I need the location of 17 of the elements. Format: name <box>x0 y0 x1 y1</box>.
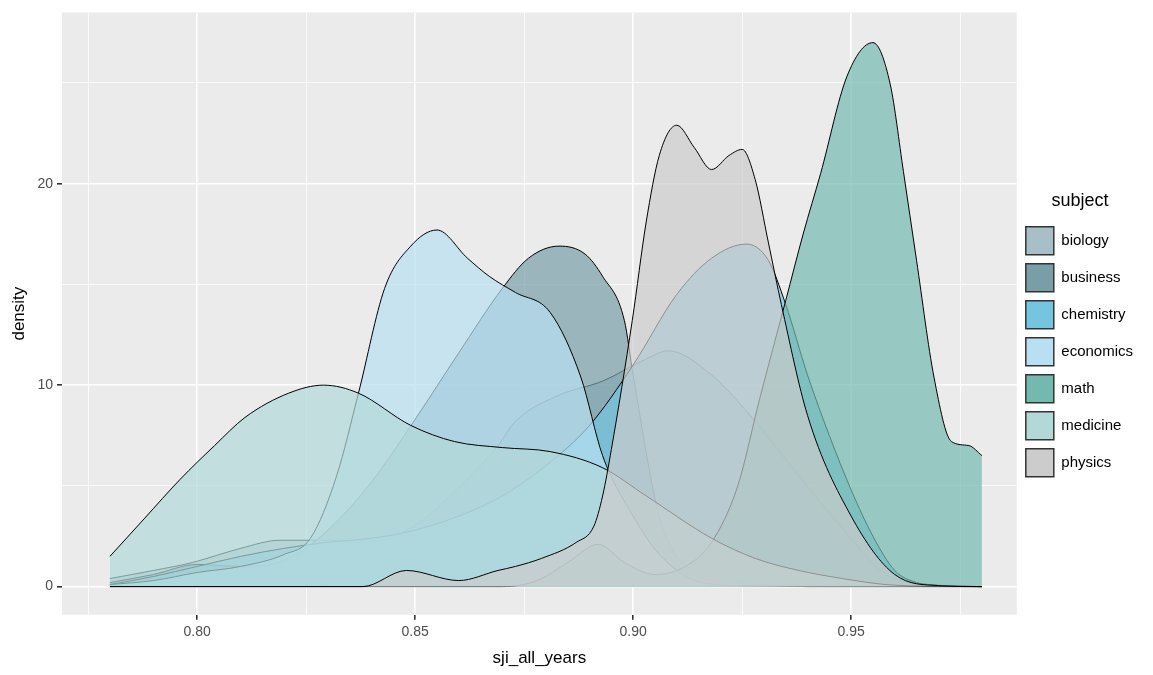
x-axis-title: sji_all_years <box>492 648 587 668</box>
legend-label: medicine <box>1061 415 1122 433</box>
x-tick-label: 0.80 <box>183 623 211 640</box>
legend-label: economics <box>1061 341 1134 359</box>
y-tick-label: 20 <box>37 174 54 191</box>
legend-label: physics <box>1061 452 1112 470</box>
legend-label: business <box>1061 267 1121 285</box>
y-axis-title: density <box>8 286 28 341</box>
x-tick-label: 0.90 <box>619 623 647 640</box>
legend-label: biology <box>1061 230 1110 248</box>
y-tick-label: 10 <box>37 375 54 392</box>
y-tick-label: 0 <box>45 577 54 594</box>
legend-title: subject <box>1051 190 1109 211</box>
legend-label: math <box>1061 378 1095 396</box>
x-tick-label: 0.85 <box>401 623 429 640</box>
legend-label: chemistry <box>1061 304 1126 322</box>
x-tick-label: 0.95 <box>837 623 865 640</box>
